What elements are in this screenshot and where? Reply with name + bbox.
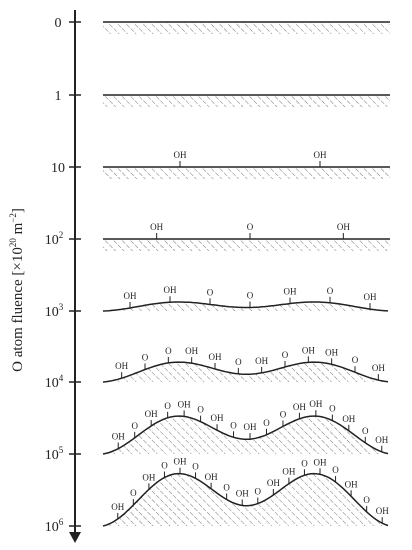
surface-group: OH bbox=[284, 287, 297, 297]
surface-group: O bbox=[282, 350, 289, 360]
surface-group: O bbox=[363, 495, 370, 505]
substrate bbox=[103, 473, 390, 526]
surface bbox=[102, 472, 389, 527]
tick-label: 104 bbox=[45, 373, 64, 391]
surface-group: OH bbox=[325, 347, 338, 357]
surface-group: O bbox=[280, 409, 287, 419]
surface-group: O bbox=[197, 405, 204, 415]
surface-group: O bbox=[192, 461, 199, 471]
substrate bbox=[103, 416, 390, 454]
surface bbox=[102, 415, 389, 455]
axis-label-unit: m bbox=[10, 222, 26, 238]
surface-group: O bbox=[235, 357, 242, 367]
surface-group: O bbox=[207, 287, 214, 297]
surface-group: OH bbox=[112, 432, 125, 442]
surface-group: O bbox=[230, 420, 237, 430]
axis-arrow bbox=[69, 532, 81, 543]
surface-group: O bbox=[165, 346, 172, 356]
surface-group: OH bbox=[337, 222, 350, 232]
surface-group: O bbox=[247, 290, 254, 300]
surface-group: OH bbox=[267, 478, 280, 488]
surface-group: OH bbox=[342, 414, 355, 424]
surface bbox=[102, 301, 389, 312]
substrate bbox=[103, 362, 390, 382]
surface-group: OH bbox=[150, 222, 163, 232]
tick-label: 103 bbox=[45, 302, 64, 320]
tick-exp: 2 bbox=[59, 230, 64, 240]
surface-group: OH bbox=[178, 399, 191, 409]
surface-group: O bbox=[164, 401, 171, 411]
surface-group: O bbox=[130, 488, 137, 498]
surface-group: OH bbox=[282, 467, 295, 477]
surface-group: O bbox=[161, 461, 168, 471]
surface-group: OH bbox=[124, 291, 137, 301]
surface-group: OH bbox=[205, 472, 218, 482]
surface-group: OH bbox=[145, 409, 158, 419]
surface-group: OH bbox=[345, 479, 358, 489]
tick-base: 10 bbox=[45, 305, 59, 320]
surface-group: O bbox=[329, 404, 336, 414]
surface-group: OH bbox=[236, 488, 249, 498]
surface-group: OH bbox=[209, 352, 222, 362]
surface-group: OH bbox=[185, 346, 198, 356]
surface-group: OH bbox=[293, 402, 306, 412]
axis-label-end: ] bbox=[10, 208, 26, 213]
tick-exp: 6 bbox=[59, 517, 64, 527]
surface-group: OH bbox=[375, 435, 388, 445]
surface-group: OH bbox=[174, 457, 187, 467]
tick-exp: 3 bbox=[59, 302, 64, 312]
tick-exp: 5 bbox=[59, 445, 64, 455]
surface-group: OH bbox=[314, 150, 327, 160]
tick-label: 106 bbox=[45, 517, 64, 535]
surface-group: OH bbox=[309, 399, 322, 409]
substrate bbox=[103, 23, 390, 34]
tick-label: 102 bbox=[45, 230, 64, 248]
tick-base: 10 bbox=[45, 233, 59, 248]
surface-group: O bbox=[327, 286, 334, 296]
surface-group: O bbox=[223, 483, 230, 493]
tick-label: 1 bbox=[55, 89, 62, 104]
surface-group: O bbox=[332, 465, 339, 475]
axis-label-sup: −2 bbox=[8, 213, 18, 223]
substrate bbox=[103, 168, 390, 179]
tick-base: 10 bbox=[45, 376, 59, 391]
tick-base: 10 bbox=[45, 520, 59, 535]
surface-group: OH bbox=[211, 413, 224, 423]
tick-base: 10 bbox=[45, 448, 59, 463]
surface-group: OH bbox=[244, 422, 257, 432]
surface-group: OH bbox=[142, 472, 155, 482]
surface bbox=[102, 361, 389, 383]
surface-group: O bbox=[131, 421, 138, 431]
surface-group: OH bbox=[372, 363, 385, 373]
substrate bbox=[103, 302, 390, 311]
surface-group: OH bbox=[255, 356, 268, 366]
substrate bbox=[103, 96, 390, 107]
surface-group: O bbox=[352, 355, 359, 365]
axis-label-sup: 20 bbox=[8, 238, 18, 248]
tick-exp: 4 bbox=[59, 373, 64, 383]
surface-group: OH bbox=[164, 285, 177, 295]
surface-group: O bbox=[142, 353, 149, 363]
axis-label: O atom fluence [×1020 m−2] bbox=[8, 208, 26, 372]
surface-group: OH bbox=[115, 361, 128, 371]
surface-group: OH bbox=[314, 457, 327, 467]
surface-group: OH bbox=[111, 502, 124, 512]
surface-group: OH bbox=[302, 345, 315, 355]
surface-group: O bbox=[362, 426, 369, 436]
axis-label-text: O atom fluence [×10 bbox=[10, 247, 26, 372]
surface-group: OH bbox=[364, 292, 377, 302]
substrate bbox=[103, 240, 390, 251]
surface-group: O bbox=[301, 458, 308, 468]
surface-group: OH bbox=[174, 150, 187, 160]
surface-group: O bbox=[247, 222, 254, 232]
tick-label: 105 bbox=[45, 445, 64, 463]
surface-group: O bbox=[255, 487, 262, 497]
tick-label: 10 bbox=[51, 161, 65, 176]
tick-label: 0 bbox=[55, 16, 62, 31]
surface-group: O bbox=[263, 418, 270, 428]
surface-group: OH bbox=[376, 506, 389, 516]
